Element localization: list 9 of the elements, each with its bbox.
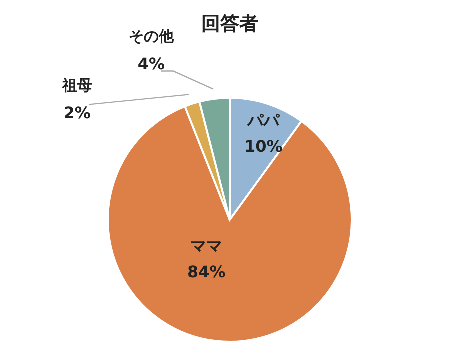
slice-label: その他	[128, 27, 175, 46]
data-label: 2%	[64, 104, 91, 123]
chart-title: 回答者	[202, 13, 258, 35]
slice-label: ママ	[190, 236, 223, 256]
data-label: 4%	[138, 54, 166, 74]
slice-label: パパ	[246, 111, 281, 130]
data-label: 84%	[187, 262, 226, 282]
slice-label: 祖母	[61, 76, 92, 95]
data-label: 10%	[244, 137, 283, 156]
